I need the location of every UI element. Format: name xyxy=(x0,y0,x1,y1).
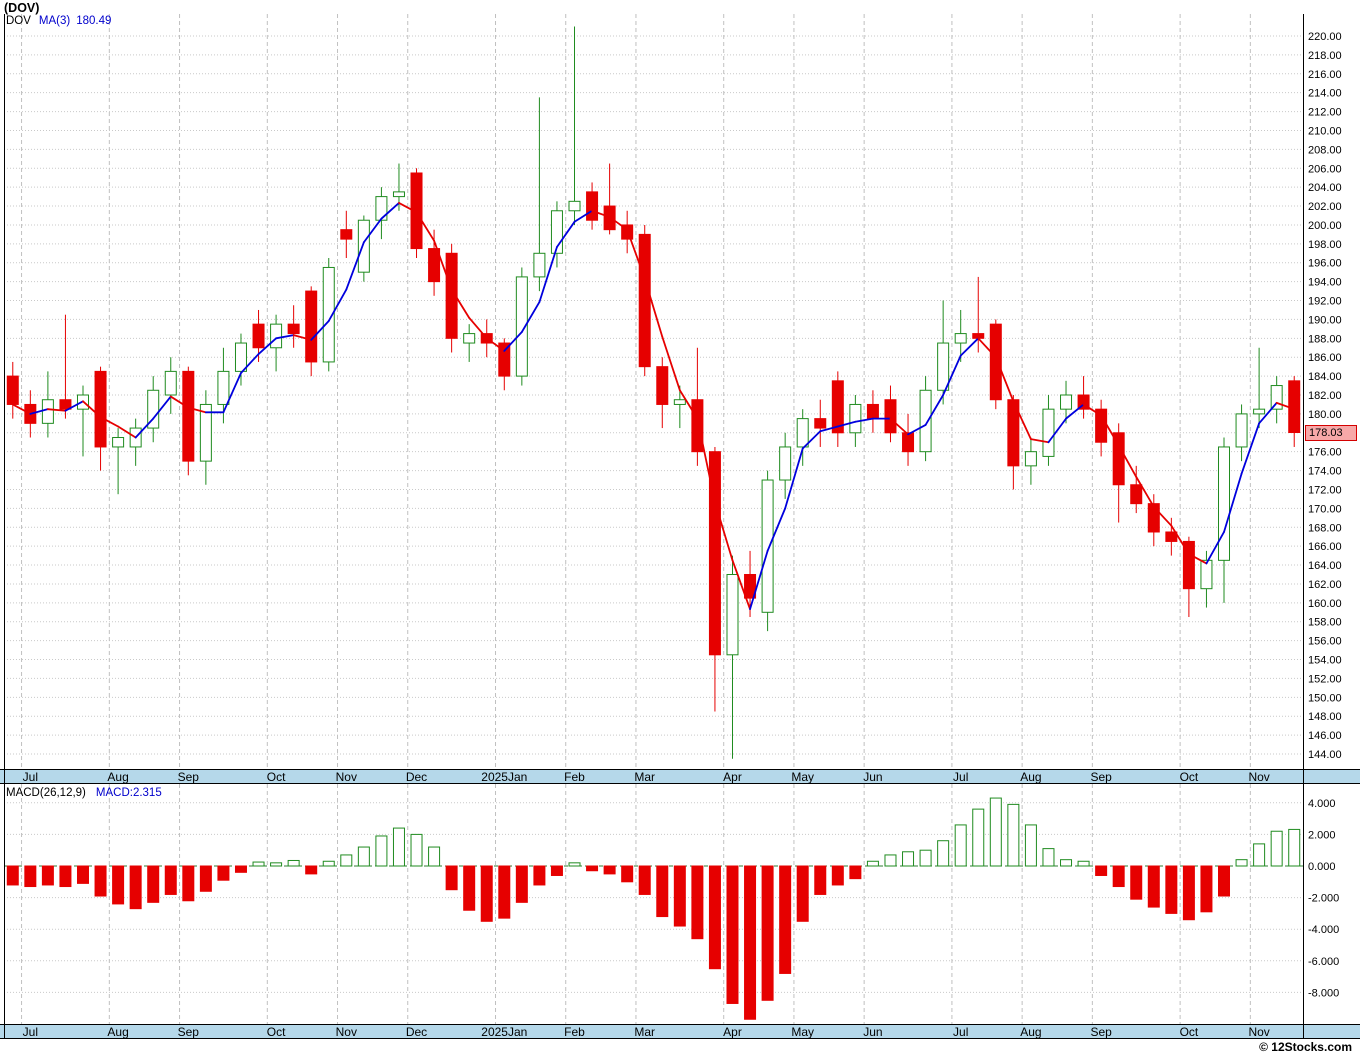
svg-text:220.00: 220.00 xyxy=(1308,31,1342,43)
svg-text:Jun: Jun xyxy=(863,770,882,784)
svg-text:214.00: 214.00 xyxy=(1308,88,1342,100)
svg-text:Jul: Jul xyxy=(23,1025,38,1039)
svg-text:0.000: 0.000 xyxy=(1308,861,1336,873)
svg-text:216.00: 216.00 xyxy=(1308,69,1342,81)
svg-text:152.00: 152.00 xyxy=(1308,673,1342,685)
svg-text:Apr: Apr xyxy=(723,1025,742,1039)
svg-text:198.00: 198.00 xyxy=(1308,239,1342,251)
svg-text:164.00: 164.00 xyxy=(1308,560,1342,572)
svg-text:Feb: Feb xyxy=(564,770,585,784)
svg-text:Aug: Aug xyxy=(107,1025,128,1039)
chart-title: (DOV) xyxy=(4,1,40,15)
svg-text:Nov: Nov xyxy=(336,1025,357,1039)
svg-text:162.00: 162.00 xyxy=(1308,579,1342,591)
svg-text:208.00: 208.00 xyxy=(1308,144,1342,156)
svg-text:156.00: 156.00 xyxy=(1308,636,1342,648)
macd-params-label: MACD(26,12,9) xyxy=(6,787,86,799)
last-price-tag: 178.03 xyxy=(1305,424,1357,441)
svg-text:Oct: Oct xyxy=(267,1025,286,1039)
svg-text:Aug: Aug xyxy=(1020,770,1041,784)
copyright-watermark: © 12Stocks.com xyxy=(1259,1040,1352,1054)
svg-text:Aug: Aug xyxy=(1020,1025,1041,1039)
svg-text:172.00: 172.00 xyxy=(1308,484,1342,496)
svg-text:May: May xyxy=(791,770,814,784)
svg-text:4.000: 4.000 xyxy=(1308,798,1336,810)
svg-text:146.00: 146.00 xyxy=(1308,730,1342,742)
svg-text:166.00: 166.00 xyxy=(1308,541,1342,553)
svg-text:218.00: 218.00 xyxy=(1308,50,1342,62)
svg-text:190.00: 190.00 xyxy=(1308,314,1342,326)
svg-text:158.00: 158.00 xyxy=(1308,617,1342,629)
legend-symbol: DOV xyxy=(6,15,31,27)
svg-text:Nov: Nov xyxy=(1248,770,1269,784)
svg-text:Nov: Nov xyxy=(1248,1025,1269,1039)
svg-text:Mar: Mar xyxy=(634,1025,655,1039)
svg-text:Aug: Aug xyxy=(107,770,128,784)
svg-text:Jul: Jul xyxy=(953,770,968,784)
svg-text:2025Jan: 2025Jan xyxy=(481,1025,527,1039)
svg-text:180.00: 180.00 xyxy=(1308,409,1342,421)
svg-text:188.00: 188.00 xyxy=(1308,333,1342,345)
svg-text:May: May xyxy=(791,1025,814,1039)
svg-text:194.00: 194.00 xyxy=(1308,277,1342,289)
svg-text:170.00: 170.00 xyxy=(1308,503,1342,515)
svg-text:144.00: 144.00 xyxy=(1308,749,1342,761)
legend-ma-value: 180.49 xyxy=(76,15,112,27)
svg-text:206.00: 206.00 xyxy=(1308,163,1342,175)
svg-text:174.00: 174.00 xyxy=(1308,466,1342,478)
svg-text:200.00: 200.00 xyxy=(1308,220,1342,232)
svg-text:Oct: Oct xyxy=(1180,1025,1199,1039)
svg-text:-2.000: -2.000 xyxy=(1308,893,1339,905)
svg-text:Jun: Jun xyxy=(863,1025,882,1039)
svg-text:Dec: Dec xyxy=(406,1025,427,1039)
svg-text:Sep: Sep xyxy=(1090,1025,1112,1039)
svg-text:2025Jan: 2025Jan xyxy=(481,770,527,784)
svg-text:168.00: 168.00 xyxy=(1308,522,1342,534)
svg-text:Sep: Sep xyxy=(178,1025,200,1039)
svg-text:Apr: Apr xyxy=(723,770,742,784)
legend-ma-label: MA(3) xyxy=(38,15,71,27)
price-legend: DOV MA(3) 180.49 xyxy=(6,15,111,27)
macd-legend: MACD(26,12,9) MACD:2.315 xyxy=(6,787,162,799)
svg-text:Feb: Feb xyxy=(564,1025,585,1039)
svg-text:-6.000: -6.000 xyxy=(1308,956,1339,968)
svg-text:150.00: 150.00 xyxy=(1308,692,1342,704)
svg-text:Oct: Oct xyxy=(1180,770,1199,784)
svg-text:192.00: 192.00 xyxy=(1308,296,1342,308)
svg-text:182.00: 182.00 xyxy=(1308,390,1342,402)
svg-text:Jul: Jul xyxy=(23,770,38,784)
svg-text:186.00: 186.00 xyxy=(1308,352,1342,364)
svg-text:196.00: 196.00 xyxy=(1308,258,1342,270)
svg-text:Oct: Oct xyxy=(267,770,286,784)
svg-text:184.00: 184.00 xyxy=(1308,371,1342,383)
svg-text:-8.000: -8.000 xyxy=(1308,987,1339,999)
svg-text:Dec: Dec xyxy=(406,770,427,784)
svg-text:Sep: Sep xyxy=(1090,770,1112,784)
svg-text:Sep: Sep xyxy=(178,770,200,784)
svg-text:176.00: 176.00 xyxy=(1308,447,1342,459)
svg-text:210.00: 210.00 xyxy=(1308,125,1342,137)
macd-current-value: MACD:2.315 xyxy=(95,787,162,799)
svg-text:212.00: 212.00 xyxy=(1308,107,1342,119)
svg-text:Mar: Mar xyxy=(634,770,655,784)
svg-text:148.00: 148.00 xyxy=(1308,711,1342,723)
svg-text:154.00: 154.00 xyxy=(1308,655,1342,667)
svg-text:-4.000: -4.000 xyxy=(1308,924,1339,936)
svg-text:202.00: 202.00 xyxy=(1308,201,1342,213)
svg-text:160.00: 160.00 xyxy=(1308,598,1342,610)
svg-text:Jul: Jul xyxy=(953,1025,968,1039)
svg-text:Nov: Nov xyxy=(336,770,357,784)
svg-text:204.00: 204.00 xyxy=(1308,182,1342,194)
svg-text:2.000: 2.000 xyxy=(1308,829,1336,841)
